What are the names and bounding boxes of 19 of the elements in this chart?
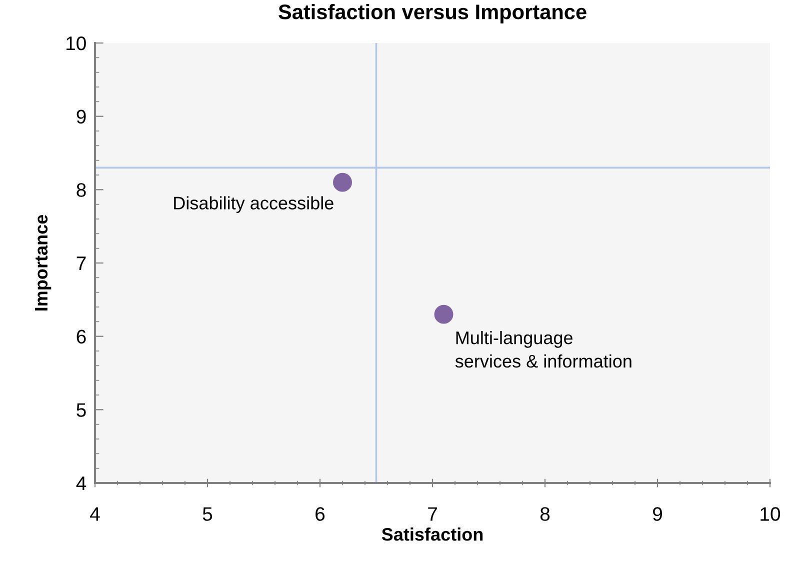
x-tick-label: 7 xyxy=(428,507,437,521)
y-axis-title: Importance xyxy=(34,214,52,310)
y-tick-label: 5 xyxy=(76,403,86,417)
y-tick-label: 6 xyxy=(76,330,86,344)
y-tick-label: 7 xyxy=(76,256,86,270)
annotation: Disability accessible xyxy=(174,196,334,214)
y-tick-label: 4 xyxy=(76,476,86,490)
x-tick-label: 6 xyxy=(316,507,325,521)
annotation: Multi-language services & information xyxy=(455,331,632,368)
x-tick-label: 5 xyxy=(202,507,212,521)
y-tick-label: 10 xyxy=(66,36,86,50)
y-tick-label: 9 xyxy=(76,110,86,124)
chart-title: Satisfaction versus Importance xyxy=(278,4,586,24)
y-tick-label: 8 xyxy=(76,183,86,197)
x-tick-label: 4 xyxy=(90,507,100,521)
x-axis-title: Satisfaction xyxy=(382,528,483,541)
x-tick-label: 9 xyxy=(653,507,662,521)
x-tick-label: 10 xyxy=(760,507,780,521)
x-tick-label: 8 xyxy=(540,507,550,521)
